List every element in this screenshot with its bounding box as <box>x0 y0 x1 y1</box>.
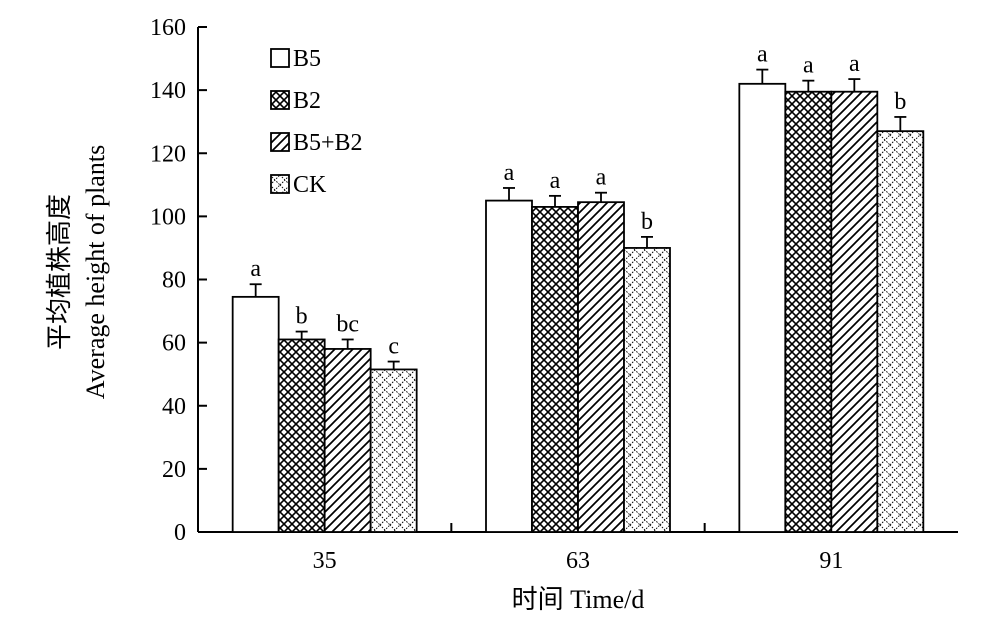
legend-swatch <box>270 132 290 152</box>
bar <box>531 206 579 533</box>
significance-label: a <box>803 53 814 79</box>
legend-swatch <box>270 174 290 194</box>
bar <box>577 201 625 533</box>
y-tick-label: 40 <box>162 394 186 420</box>
legend: B5 B2 B5+B2 CK <box>270 46 363 198</box>
legend-label: B5 <box>293 46 321 72</box>
significance-label: b <box>641 209 653 235</box>
y-tick-label: 120 <box>150 141 186 167</box>
significance-label: a <box>596 165 607 191</box>
bar <box>876 130 925 533</box>
significance-label: a <box>757 42 768 68</box>
y-tick-label: 80 <box>162 268 186 294</box>
bar <box>323 348 372 533</box>
significance-label: c <box>388 334 399 360</box>
bar <box>623 247 671 533</box>
legend-swatch <box>270 90 290 110</box>
y-tick-label: 100 <box>150 204 186 230</box>
bar <box>485 199 533 533</box>
x-tick-label: 35 <box>313 548 337 574</box>
bar <box>231 295 280 533</box>
legend-label: B2 <box>293 88 321 114</box>
legend-swatch <box>270 48 290 68</box>
significance-label: a <box>550 168 561 194</box>
y-tick-label: 160 <box>150 15 186 41</box>
y-tick-label: 0 <box>174 520 186 546</box>
significance-label: a <box>504 160 515 186</box>
plot-area: 0 20 40 60 80 100 120 140 160 35 a b bc c 63 a a a b 91 a a a b <box>150 15 958 574</box>
legend-label: CK <box>293 172 327 198</box>
significance-label: b <box>894 89 906 115</box>
bar <box>830 90 879 533</box>
significance-label: bc <box>336 311 359 337</box>
y-tick-label: 140 <box>150 78 186 104</box>
significance-label: a <box>250 256 261 282</box>
y-axis-title-cn: 平均植株高度 <box>45 194 74 350</box>
significance-label: b <box>296 304 308 330</box>
y-tick-label: 20 <box>162 457 186 483</box>
x-tick-label: 63 <box>566 548 590 574</box>
x-axis-title: 时间 Time/d <box>512 585 645 614</box>
y-tick-label: 60 <box>162 331 186 357</box>
significance-label: a <box>849 51 860 77</box>
y-axis-title-en: Average height of plants <box>81 145 110 399</box>
x-tick-label: 91 <box>819 548 843 574</box>
bar <box>369 368 418 533</box>
bar <box>738 82 787 533</box>
legend-label: B5+B2 <box>293 130 363 156</box>
bar <box>277 338 326 533</box>
bar <box>784 90 833 533</box>
